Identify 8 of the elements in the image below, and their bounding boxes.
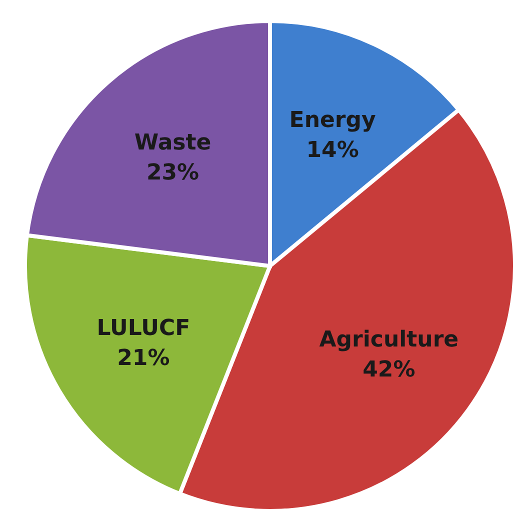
data-label: 42%	[362, 357, 416, 382]
slice-label: Waste	[134, 130, 212, 156]
slice-label: LULUCF	[96, 316, 190, 341]
slice-label: Agriculture	[319, 327, 459, 352]
slice-label: Energy	[289, 108, 376, 133]
data-label: 23%	[146, 160, 200, 186]
data-label: 21%	[117, 346, 170, 371]
data-label: 14%	[306, 138, 359, 163]
